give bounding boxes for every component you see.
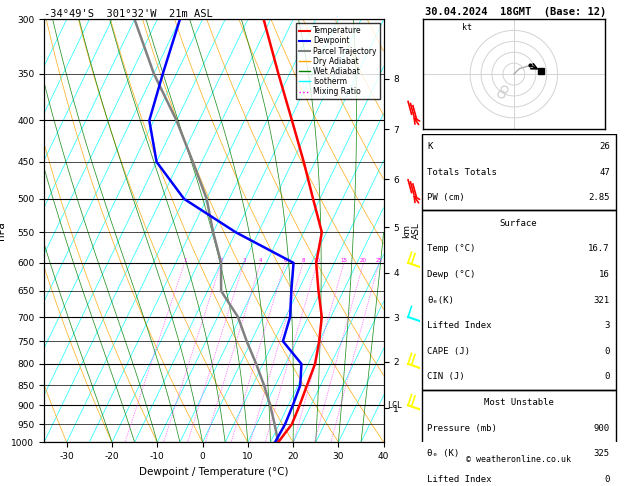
Text: 0: 0	[604, 347, 610, 356]
Text: Temp (°C): Temp (°C)	[428, 244, 476, 253]
Text: kt: kt	[462, 23, 472, 33]
Text: 321: 321	[594, 295, 610, 305]
Text: © weatheronline.co.uk: © weatheronline.co.uk	[466, 454, 571, 464]
Text: 2: 2	[220, 258, 223, 263]
Legend: Temperature, Dewpoint, Parcel Trajectory, Dry Adiabat, Wet Adiabat, Isotherm, Mi: Temperature, Dewpoint, Parcel Trajectory…	[296, 23, 380, 99]
Text: -34°49'S  301°32'W  21m ASL: -34°49'S 301°32'W 21m ASL	[44, 9, 213, 18]
Text: 6: 6	[283, 258, 287, 263]
X-axis label: Dewpoint / Temperature (°C): Dewpoint / Temperature (°C)	[139, 467, 289, 477]
Y-axis label: km
ASL: km ASL	[402, 223, 421, 239]
Text: CAPE (J): CAPE (J)	[428, 347, 470, 356]
Bar	[421, 210, 616, 390]
Text: 3: 3	[242, 258, 246, 263]
Text: Lifted Index: Lifted Index	[428, 321, 492, 330]
Text: K: K	[428, 142, 433, 151]
Text: 10: 10	[314, 258, 321, 263]
Text: θₑ(K): θₑ(K)	[428, 295, 454, 305]
Text: 0: 0	[604, 372, 610, 382]
Text: Surface: Surface	[500, 219, 537, 228]
Text: 16.7: 16.7	[588, 244, 610, 253]
Text: 3: 3	[604, 321, 610, 330]
Text: Most Unstable: Most Unstable	[484, 398, 554, 407]
Text: 25: 25	[376, 258, 382, 263]
Bar	[421, 390, 616, 486]
Text: 900: 900	[594, 424, 610, 433]
Text: θₑ (K): θₑ (K)	[428, 450, 460, 458]
Text: Dewp (°C): Dewp (°C)	[428, 270, 476, 279]
Text: 1: 1	[183, 258, 186, 263]
Text: Lifted Index: Lifted Index	[428, 475, 492, 484]
Text: 325: 325	[594, 450, 610, 458]
Bar	[421, 134, 616, 210]
Text: 15: 15	[340, 258, 347, 263]
Text: Pressure (mb): Pressure (mb)	[428, 424, 498, 433]
Text: 30.04.2024  18GMT  (Base: 12): 30.04.2024 18GMT (Base: 12)	[425, 7, 606, 17]
Y-axis label: hPa: hPa	[0, 222, 6, 240]
Text: Totals Totals: Totals Totals	[428, 168, 498, 176]
Text: 8: 8	[301, 258, 304, 263]
Text: 20: 20	[360, 258, 367, 263]
Text: 26: 26	[599, 142, 610, 151]
Text: CIN (J): CIN (J)	[428, 372, 465, 382]
Text: 4: 4	[259, 258, 262, 263]
Text: LCL: LCL	[387, 401, 402, 410]
Text: 47: 47	[599, 168, 610, 176]
Text: 2.85: 2.85	[588, 193, 610, 202]
Text: 16: 16	[599, 270, 610, 279]
Text: PW (cm): PW (cm)	[428, 193, 465, 202]
Text: 0: 0	[604, 475, 610, 484]
